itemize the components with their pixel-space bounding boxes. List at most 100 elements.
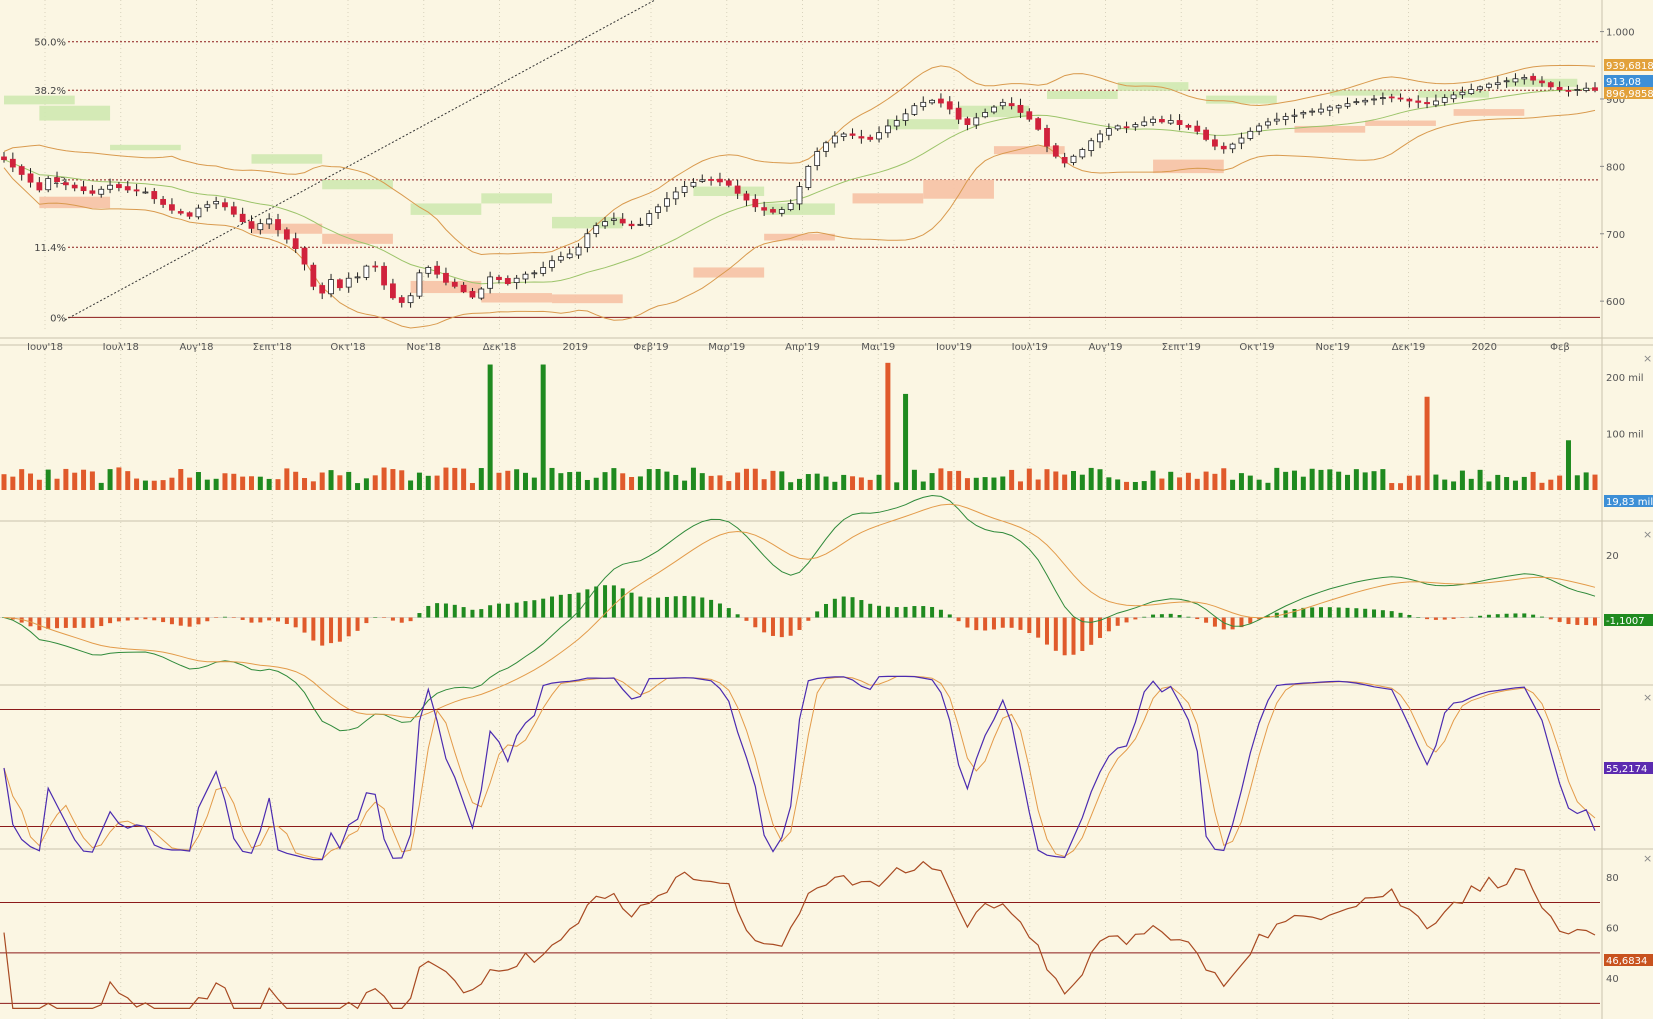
candle [354, 276, 361, 279]
supply-zone [1046, 90, 1118, 99]
candle [646, 213, 653, 225]
macd-histogram-bar [320, 617, 325, 646]
volume-bar [1327, 469, 1333, 490]
macd-histogram-bar [37, 617, 42, 631]
candle [929, 99, 935, 104]
volume-bar [487, 364, 493, 490]
candle [1344, 103, 1351, 107]
macd-histogram-bar [1044, 617, 1049, 645]
volume-bar [743, 468, 749, 490]
volume-bar [81, 469, 87, 490]
candle [257, 223, 264, 231]
price-badges: 939,6818 913,08 896,9858 [1604, 59, 1653, 100]
volume-bar [920, 481, 926, 490]
last-price-badge [1604, 75, 1653, 87]
macd-histogram-bar [656, 597, 661, 618]
volume-bar [337, 475, 343, 490]
macd-histogram-bar [1486, 614, 1491, 618]
candle [1061, 156, 1068, 164]
volume-bar [964, 478, 970, 490]
rsi-panel: × 80 60 40 46,6834 [0, 850, 1653, 1019]
candle [1150, 118, 1156, 123]
volume-bar [478, 468, 484, 490]
volume-bar [1053, 471, 1059, 490]
macd-histogram-bar [1372, 609, 1377, 618]
candle [743, 193, 750, 201]
x-tick-label: Σεπτ'19 [1162, 342, 1201, 353]
close-icon[interactable]: × [1643, 352, 1652, 365]
demand-zone [993, 146, 1065, 155]
candle [557, 256, 564, 261]
volume-bar [1477, 469, 1483, 490]
candle [372, 265, 379, 268]
candle [1105, 128, 1112, 136]
macd-histogram-bar [647, 597, 652, 618]
macd-histogram-bar [797, 617, 802, 630]
volume-bar [293, 471, 299, 490]
macd-histogram-bar [382, 617, 387, 618]
close-icon[interactable]: × [1643, 691, 1652, 704]
close-icon[interactable]: × [1643, 852, 1652, 865]
candle [1123, 126, 1130, 129]
volume-bar [682, 480, 688, 490]
volume-bar [142, 480, 148, 490]
macd-histogram-bar [806, 617, 811, 621]
candle [1, 156, 7, 161]
candle [1282, 116, 1289, 120]
macd-histogram-bar [1062, 617, 1067, 656]
candle [1503, 80, 1510, 83]
macd-histogram-bar [1575, 617, 1580, 625]
macd-histogram-bar [337, 617, 342, 642]
macd-histogram-bar [46, 617, 51, 629]
candle [690, 182, 697, 187]
macd-histogram-bar [1318, 607, 1323, 618]
price-vertical-grid [44, 0, 1561, 332]
candle [1114, 125, 1121, 130]
candle [1141, 121, 1148, 126]
volume-bar [903, 393, 909, 490]
candle [964, 118, 971, 125]
volume-bar [567, 472, 573, 490]
macd-histogram-bar [532, 600, 537, 618]
macd-histogram-bar [638, 596, 643, 618]
candle [602, 221, 608, 227]
candle [823, 142, 829, 152]
candle [116, 184, 122, 188]
candle [655, 206, 661, 213]
macd-histogram-bar [930, 606, 935, 618]
demand-zone [322, 233, 393, 244]
macd-histogram-bar [408, 617, 413, 622]
candle [345, 277, 352, 288]
volume-bar [19, 469, 25, 490]
macd-histogram-bar [1186, 616, 1191, 618]
volume-bar [1486, 481, 1492, 490]
x-tick-label: Νοε'18 [407, 342, 441, 353]
close-icon[interactable]: × [1643, 528, 1652, 541]
fib-label: 38.2% [34, 86, 66, 97]
candle [80, 186, 87, 192]
candle [1167, 120, 1174, 124]
macd-histogram-bar [1142, 616, 1147, 618]
volume-bar [452, 467, 458, 490]
demand-zone [852, 193, 924, 204]
rsi-value: 46,6834 [1606, 956, 1647, 967]
volume-bar [266, 478, 272, 490]
macd-histogram-bar [1239, 617, 1244, 628]
volume-bar [1380, 469, 1386, 490]
volume-bar [1106, 477, 1112, 490]
supply-zone [4, 95, 75, 105]
candle [310, 264, 317, 287]
volume-bar [1521, 476, 1527, 490]
macd-histogram-bar [974, 617, 979, 631]
candle [124, 186, 131, 191]
macd-histogram-bar [576, 592, 581, 618]
macd-histogram-bar [1478, 615, 1483, 618]
macd-histogram-bar [1442, 617, 1447, 620]
y-tick-label: 600 [1606, 297, 1625, 308]
macd-histogram-bar [390, 617, 395, 621]
macd-histogram-bar [63, 617, 68, 628]
macd-histogram-bar [779, 617, 784, 638]
macd-histogram-bar [629, 592, 634, 618]
